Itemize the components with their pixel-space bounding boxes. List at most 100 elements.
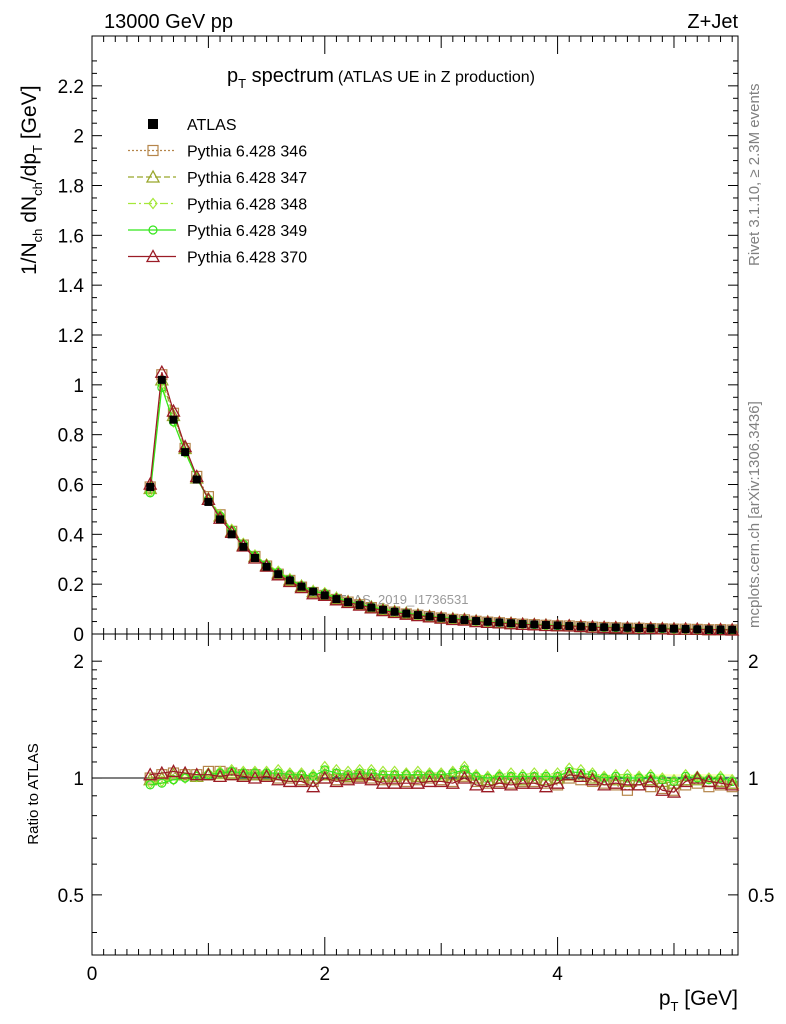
ratio-point-p370 bbox=[282, 774, 297, 788]
ratio-point-p370 bbox=[166, 764, 181, 778]
data-point-atlas bbox=[274, 570, 283, 579]
data-point-atlas bbox=[600, 623, 609, 632]
data-point-atlas bbox=[169, 415, 178, 424]
legend-label: Pythia 6.428 349 bbox=[187, 223, 307, 240]
ratio-point-p370 bbox=[480, 779, 495, 793]
y-tick-label: 0 bbox=[73, 625, 84, 646]
legend-marker-p346 bbox=[147, 144, 159, 157]
ratio-point-p370 bbox=[143, 767, 158, 781]
data-point-atlas bbox=[681, 625, 690, 634]
ratio-point-p370 bbox=[224, 767, 239, 781]
ratio-point-p370 bbox=[620, 777, 635, 791]
data-point-atlas bbox=[378, 605, 387, 614]
series-atlas bbox=[146, 375, 737, 634]
legend-marker-p347 bbox=[145, 169, 161, 183]
ratio-tick-label-right: 0.5 bbox=[748, 886, 774, 907]
ratio-point-p349 bbox=[459, 765, 470, 775]
ratio-point-p347 bbox=[306, 770, 321, 784]
data-point-atlas bbox=[437, 613, 446, 622]
data-point-atlas bbox=[320, 591, 329, 600]
y-tick-label: 1.4 bbox=[58, 276, 85, 297]
data-point-atlas bbox=[704, 625, 713, 634]
header-right: Z+Jet bbox=[687, 11, 738, 33]
data-point-atlas bbox=[297, 582, 306, 591]
ratio-point-p349 bbox=[681, 771, 691, 781]
data-point-atlas bbox=[192, 475, 201, 484]
ratio-tick-label-right: 2 bbox=[748, 652, 759, 673]
ratio-point-p370 bbox=[434, 774, 449, 788]
ratio-point-p370 bbox=[713, 775, 728, 789]
ratio-point-p349 bbox=[168, 775, 179, 785]
ratio-series-p370 bbox=[143, 764, 740, 798]
ratio-point-p348 bbox=[168, 773, 179, 786]
data-point-atlas bbox=[565, 622, 574, 631]
y-tick-label: 0.6 bbox=[58, 476, 84, 497]
ratio-point-p370 bbox=[387, 775, 402, 789]
ratio-point-p349 bbox=[296, 770, 307, 780]
x-tick-label: 2 bbox=[320, 964, 331, 985]
ratio-point-p370 bbox=[666, 784, 682, 798]
y-tick-label: 1.8 bbox=[58, 177, 84, 198]
legend-marker-p349 bbox=[148, 225, 158, 235]
data-point-atlas bbox=[355, 601, 364, 610]
ratio-point-p346 bbox=[202, 765, 214, 778]
ratio-point-p370 bbox=[178, 765, 193, 779]
data-point-atlas bbox=[518, 620, 527, 629]
ratio-point-p349 bbox=[157, 778, 167, 788]
ratio-point-p370 bbox=[212, 768, 228, 783]
legend-label: Pythia 6.428 370 bbox=[187, 250, 307, 267]
ratio-point-p370 bbox=[631, 777, 647, 791]
ratio-point-p370 bbox=[597, 777, 612, 791]
ratio-point-p349 bbox=[250, 768, 260, 778]
y-tick-label: 1.2 bbox=[58, 326, 84, 347]
ratio-point-p349 bbox=[715, 773, 726, 783]
ratio-point-p370 bbox=[259, 768, 274, 783]
ratio-point-p370 bbox=[154, 765, 169, 779]
data-point-atlas bbox=[623, 623, 632, 632]
data-point-atlas bbox=[425, 612, 434, 621]
ratio-point-p370 bbox=[538, 779, 554, 793]
ratio-point-p370 bbox=[503, 777, 519, 791]
data-point-atlas bbox=[693, 625, 702, 634]
data-point-atlas bbox=[553, 621, 562, 630]
ratio-point-p370 bbox=[655, 782, 670, 796]
ratio-point-p349 bbox=[506, 771, 516, 781]
y-tick-label: 0.2 bbox=[58, 575, 84, 596]
data-point-atlas bbox=[448, 615, 457, 624]
ratio-point-p347 bbox=[725, 775, 740, 789]
ratio-point-p348 bbox=[354, 763, 365, 776]
y-tick-label: 2.2 bbox=[58, 77, 84, 98]
ratio-point-p349 bbox=[727, 776, 737, 787]
ratio-point-p346 bbox=[284, 772, 296, 784]
data-point-atlas bbox=[576, 622, 585, 631]
data-point-atlas bbox=[216, 515, 225, 524]
y-tick-label: 0.8 bbox=[58, 426, 84, 447]
ratio-point-p347 bbox=[236, 767, 251, 781]
ratio-point-p349 bbox=[471, 771, 481, 781]
ratio-point-p347 bbox=[655, 774, 670, 788]
ratio-point-p347 bbox=[666, 775, 682, 789]
ratio-point-p370 bbox=[573, 768, 588, 783]
ratio-point-p349 bbox=[646, 771, 656, 781]
legend-entry-p346: Pythia 6.428 346 bbox=[128, 144, 307, 161]
ratio-point-p370 bbox=[352, 770, 367, 784]
ratio-point-p370 bbox=[550, 775, 565, 789]
ratio-point-p349 bbox=[355, 768, 365, 778]
ratio-point-p347 bbox=[387, 768, 402, 783]
ratio-point-p347 bbox=[469, 770, 484, 784]
ratio-point-p370 bbox=[422, 774, 437, 788]
ratio-point-p370 bbox=[445, 775, 460, 789]
ratio-point-p349 bbox=[343, 770, 353, 780]
data-point-atlas bbox=[495, 618, 504, 627]
data-point-atlas bbox=[367, 603, 376, 612]
legend-label: Pythia 6.428 346 bbox=[187, 144, 307, 161]
ratio-point-p370 bbox=[562, 767, 577, 781]
ratio-point-p370 bbox=[201, 767, 216, 781]
data-point-atlas bbox=[402, 609, 411, 618]
ratio-point-p349 bbox=[366, 768, 376, 778]
ratio-point-p349 bbox=[273, 768, 283, 778]
ratio-point-p349 bbox=[518, 771, 528, 781]
ratio-point-p370 bbox=[236, 768, 251, 783]
data-point-atlas bbox=[157, 375, 166, 384]
data-point-atlas bbox=[728, 625, 737, 634]
